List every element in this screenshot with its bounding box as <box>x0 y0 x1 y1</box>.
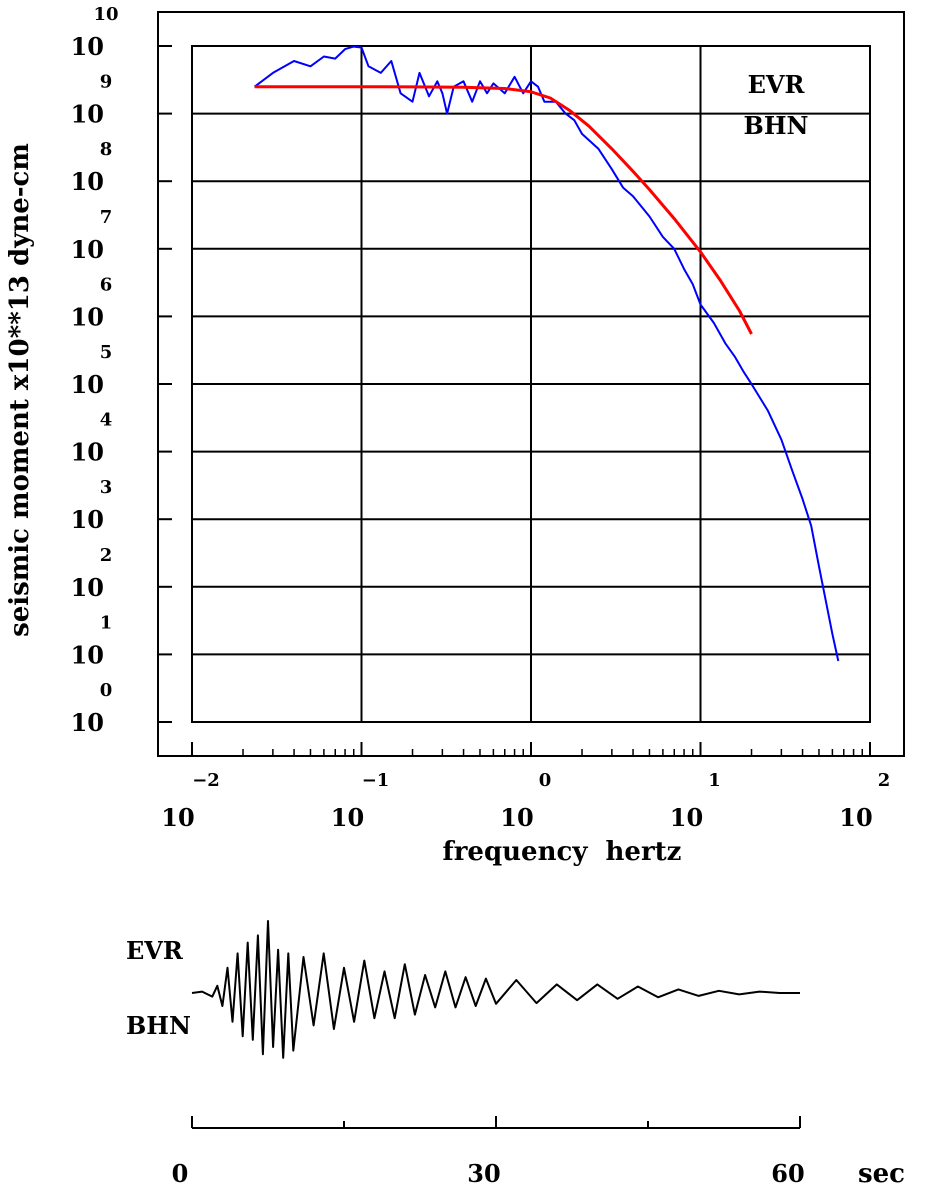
x-tick-exponent: 0 <box>539 770 552 791</box>
seismogram-line <box>191 920 800 1059</box>
seismogram-plot: EVR BHN 0 30 60 sec <box>126 920 905 1184</box>
y-tick-exponent: 0 <box>100 680 113 701</box>
y-tick-exponent: 7 <box>100 207 113 228</box>
y-tick-label: 10 <box>71 708 104 737</box>
legend-channel-label: BHN <box>744 111 809 140</box>
time-tick-label: 0 <box>172 1159 189 1184</box>
y-tick-label: 10 <box>71 32 104 61</box>
y-tick-exponent: 1 <box>100 612 113 633</box>
x-tick-label: 10 <box>839 803 872 832</box>
x-tick-label: 10 <box>161 803 194 832</box>
x-tick-label: 10 <box>670 803 703 832</box>
y-tick-exponent: 9 <box>100 72 113 93</box>
y-tick-labels: 10 0 10 1 10 2 10 3 10 4 10 5 10 6 10 7 10 8 10 9 10 10 <box>71 4 119 737</box>
time-tick-label: 30 <box>467 1159 500 1184</box>
y-tick-exponent: 10 <box>93 4 118 25</box>
y-tick-exponent: 3 <box>100 477 113 498</box>
y-tick-exponent: 6 <box>100 274 113 295</box>
y-tick-label: 10 <box>71 302 104 331</box>
x-tick-label: 10 <box>500 803 533 832</box>
x-tick-label: 10 <box>331 803 364 832</box>
x-tick-exponent: −2 <box>192 770 220 791</box>
spectrum-series <box>253 45 840 662</box>
spectrum-observed-line <box>253 45 840 662</box>
x-tick-exponent: 1 <box>708 770 721 791</box>
minor-ticks <box>158 45 871 756</box>
grid-lines <box>192 46 870 722</box>
x-tick-exponent: 2 <box>878 770 891 791</box>
y-tick-label: 10 <box>71 167 104 196</box>
y-tick-label: 10 <box>71 573 104 602</box>
legend-station-label: EVR <box>748 70 806 99</box>
y-tick-label: 10 <box>71 438 104 467</box>
y-tick-exponent: 2 <box>100 545 113 566</box>
y-tick-label: 10 <box>71 505 104 534</box>
y-tick-exponent: 8 <box>100 139 113 160</box>
x-axis-title: frequency hertz <box>443 837 682 867</box>
y-tick-label: 10 <box>71 640 104 669</box>
seismogram-station-label: EVR <box>126 936 184 965</box>
y-tick-label: 10 <box>71 235 104 264</box>
y-axis-title: seismic moment x10**13 dyne-cm <box>5 143 35 637</box>
y-tick-label: 10 <box>71 370 104 399</box>
time-tick-label: 60 <box>771 1159 804 1184</box>
y-tick-exponent: 5 <box>100 342 113 363</box>
time-axis: 0 30 60 <box>172 1116 805 1184</box>
y-tick-label: 10 <box>71 100 104 129</box>
seismogram-channel-label: BHN <box>126 1011 191 1040</box>
spectrum-model-line <box>254 85 753 335</box>
y-tick-exponent: 4 <box>100 410 113 431</box>
time-unit-label: sec <box>858 1159 905 1184</box>
x-tick-exponent: −1 <box>362 770 390 791</box>
seismogram-trace <box>191 920 800 1059</box>
